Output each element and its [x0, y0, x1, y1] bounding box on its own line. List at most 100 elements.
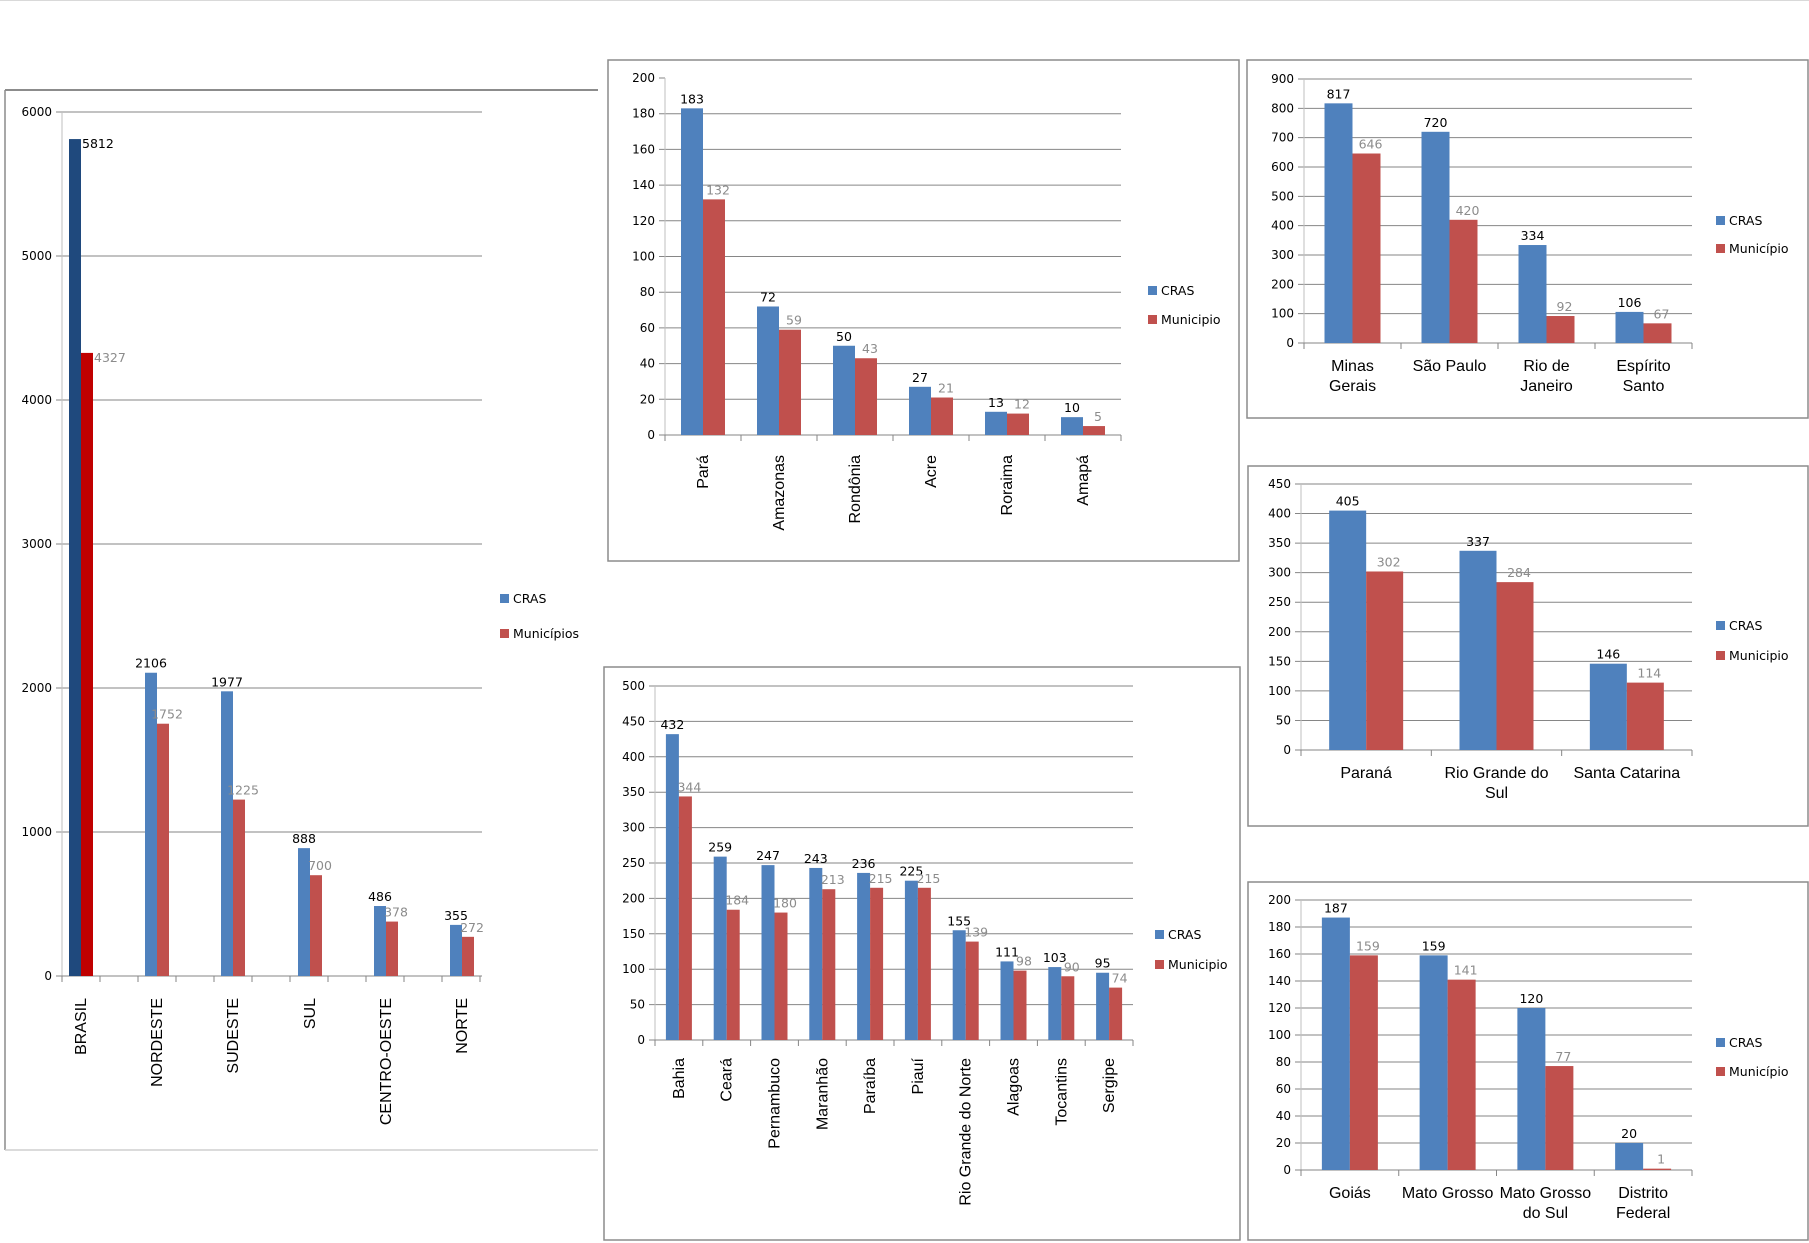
data-label-municipio: 215: [916, 871, 940, 886]
data-label-municipio: 420: [1456, 203, 1480, 218]
data-label-cras: 72: [760, 289, 776, 304]
bar-cras: [1615, 1143, 1644, 1170]
data-label-cras: 187: [1324, 901, 1348, 916]
category-label: Piauí: [910, 1057, 927, 1094]
data-label-cras: 50: [836, 329, 852, 344]
y-tick-label: 100: [1268, 684, 1291, 698]
data-label-cras: 337: [1466, 534, 1490, 549]
bar-cras: [665, 734, 679, 1040]
y-tick-label: 160: [1268, 947, 1291, 961]
y-tick-label: 400: [1271, 219, 1294, 233]
category-label-line: Federal: [1616, 1205, 1670, 1222]
legend-swatch-cras: [1148, 286, 1157, 295]
category-label: Rio Grande do Sul: [1444, 765, 1548, 802]
data-label-municipio: 215: [869, 871, 893, 886]
y-tick-label: 120: [632, 214, 655, 228]
legend: CRAS Municipio: [1155, 927, 1228, 972]
bar-municipio: [1496, 582, 1534, 750]
category-label: Pernambuco: [767, 1058, 784, 1149]
data-label-municipio: 180: [773, 896, 797, 911]
bar-cras: [374, 906, 386, 976]
bar-municipio: [1626, 682, 1664, 750]
data-label-cras: 2106: [135, 656, 167, 671]
bar-cras: [69, 139, 81, 976]
bar-cras: [809, 867, 823, 1040]
y-tick-label: 200: [632, 71, 655, 85]
category-label: Distrito Federal: [1616, 1185, 1670, 1222]
data-label-cras: 405: [1336, 494, 1360, 509]
bar-cras: [1518, 245, 1547, 343]
category-label: Sergipe: [1101, 1058, 1118, 1113]
legend-swatch-municipio: [1716, 651, 1725, 660]
bar-cras: [1061, 417, 1083, 435]
y-tick-label: 0: [637, 1033, 645, 1047]
category-label-line: Mato Grosso: [1402, 1185, 1494, 1202]
y-tick-label: 700: [1271, 131, 1294, 145]
legend-label-cras: CRAS: [513, 591, 546, 606]
data-label-municipio: 74: [1112, 971, 1128, 986]
y-tick-label: 20: [1276, 1136, 1291, 1150]
category-label: Mato Grosso: [1402, 1185, 1494, 1202]
y-tick-label: 60: [640, 321, 655, 335]
category-label-line: Santo: [1623, 378, 1665, 395]
y-tick-label: 500: [622, 679, 645, 693]
y-tick-label: 140: [1268, 974, 1291, 988]
category-label-line: Paraná: [1340, 765, 1392, 782]
bar-cras: [833, 345, 855, 435]
bar-municipio: [965, 941, 979, 1040]
category-label: Pará: [695, 455, 712, 489]
bar-municipio: [1449, 219, 1478, 343]
data-label-municipio: 132: [706, 182, 730, 197]
bar-municipio: [462, 936, 474, 976]
data-label-municipio: 90: [1064, 959, 1080, 974]
legend-label-municipio: Município: [1729, 241, 1789, 256]
data-label-municipio: 213: [821, 872, 845, 887]
y-tick-label: 1000: [21, 825, 52, 839]
legend-label-municipio: Municipio: [1729, 648, 1789, 663]
legend-swatch-cras: [500, 594, 509, 603]
bar-municipio: [703, 199, 725, 435]
bar-municipio: [1643, 1168, 1672, 1170]
category-label: Ceará: [719, 1058, 736, 1102]
bar-cras: [1096, 972, 1110, 1040]
bar-municipio: [1349, 955, 1378, 1170]
category-label-line: Gerais: [1329, 378, 1376, 395]
y-tick-label: 300: [1268, 566, 1291, 580]
category-label: Acre: [923, 455, 940, 488]
category-label: SUDESTE: [225, 998, 242, 1074]
y-tick-label: 100: [1268, 1028, 1291, 1042]
legend-swatch-cras: [1155, 930, 1164, 939]
legend-swatch-municipio: [1716, 1067, 1725, 1076]
category-label: Goiás: [1329, 1185, 1371, 1202]
bar-cras: [985, 411, 1007, 435]
data-label-cras: 103: [1043, 950, 1067, 965]
data-label-municipio: 12: [1014, 397, 1030, 412]
bar-cras: [1459, 550, 1497, 750]
bar-cras: [909, 386, 931, 435]
data-label-municipio: 1225: [227, 783, 259, 798]
bar-cras: [450, 924, 462, 976]
bar-municipio: [1013, 970, 1027, 1040]
y-tick-label: 800: [1271, 101, 1294, 115]
bar-cras: [904, 880, 918, 1040]
y-tick-label: 500: [1271, 189, 1294, 203]
data-label-cras: 355: [444, 908, 468, 923]
category-label-line: Distrito: [1618, 1185, 1668, 1202]
data-label-cras: 236: [852, 856, 876, 871]
y-tick-label: 450: [1268, 477, 1291, 491]
y-tick-label: 0: [1283, 743, 1291, 757]
bar-municipio: [1061, 976, 1075, 1040]
bar-municipio: [855, 358, 877, 435]
data-label-cras: 334: [1521, 228, 1545, 243]
y-tick-label: 300: [1271, 248, 1294, 262]
data-label-municipio: 77: [1555, 1049, 1571, 1064]
legend-swatch-municipio: [1716, 244, 1725, 253]
category-label: NORTE: [454, 998, 471, 1054]
bar-municipio: [779, 329, 801, 435]
category-label-line: Goiás: [1329, 1185, 1371, 1202]
chart-sul: 0 50 100 150 200 250 300 350 400 450 405 302 Paraná 3…: [1247, 465, 1809, 827]
bar-municipio: [1352, 153, 1381, 343]
data-label-cras: 27: [912, 370, 928, 385]
category-label: Minas Gerais: [1329, 358, 1376, 395]
